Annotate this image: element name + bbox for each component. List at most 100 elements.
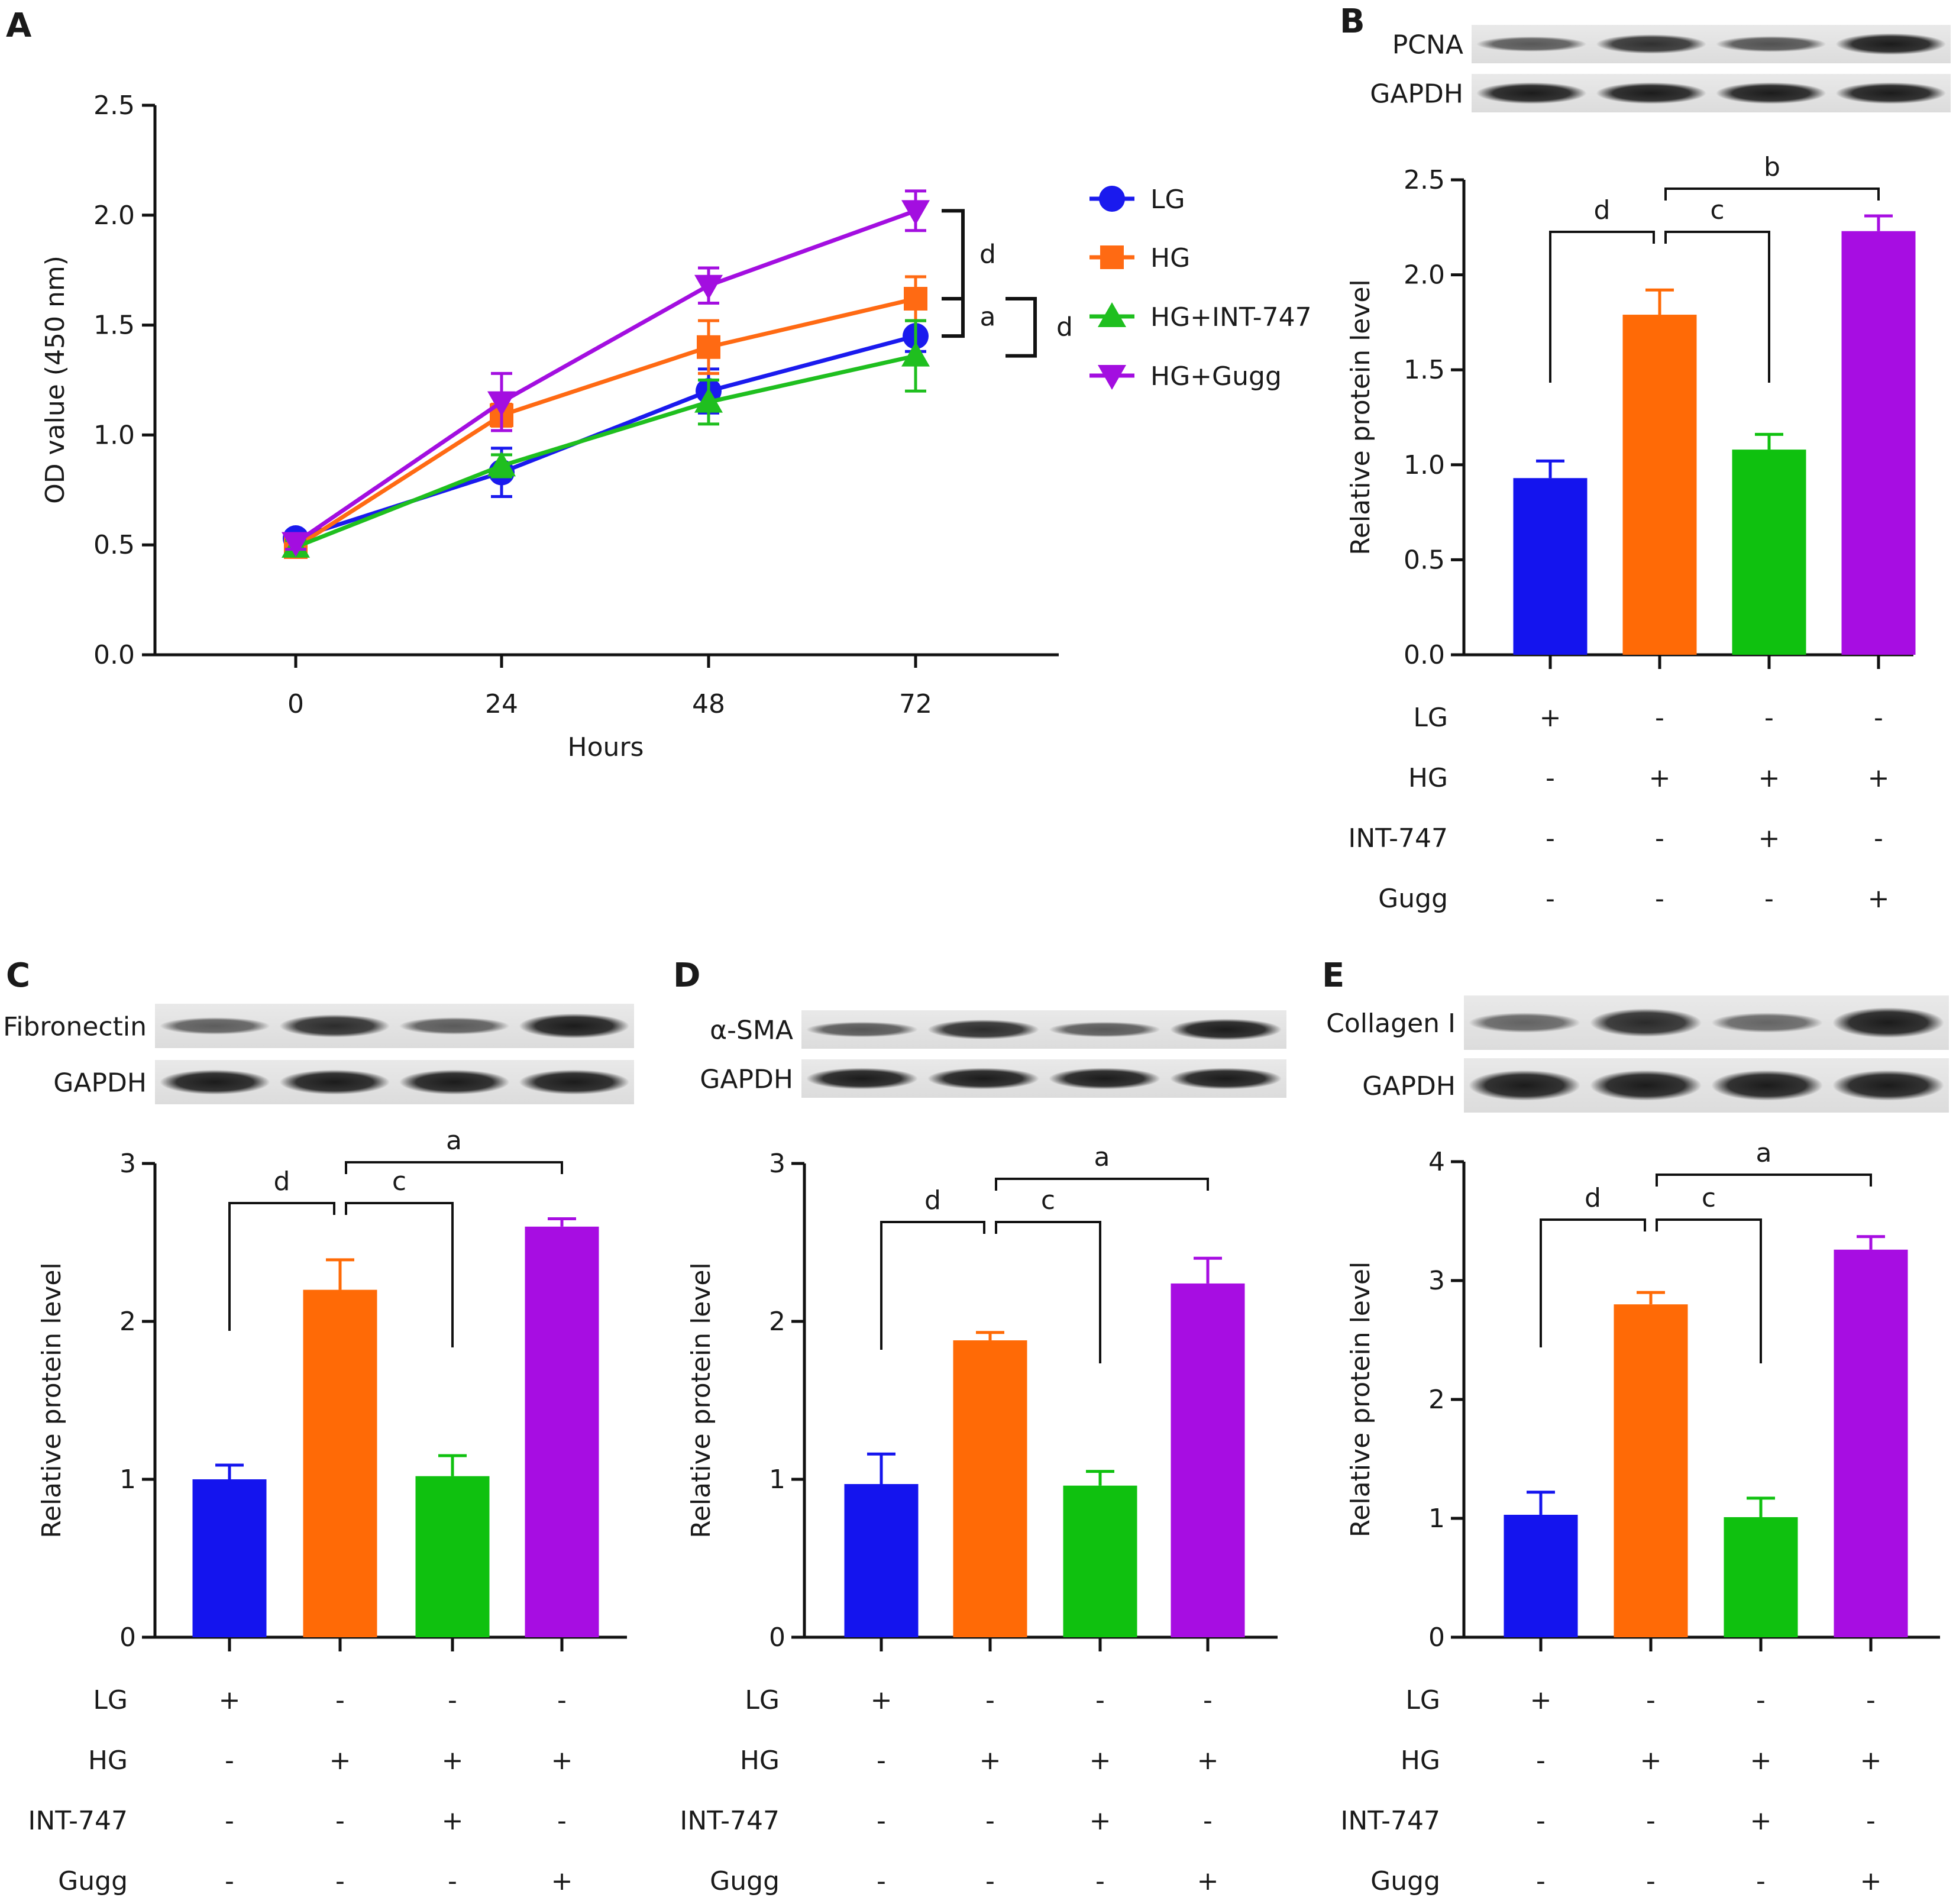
panel-a-line-chart: A 0.0 0.5 1.0 1.5 2.0 2.5 0 24 48 72 Hours OD value …	[6, 7, 1312, 762]
significance-label: b	[1764, 152, 1780, 182]
significance-label: d	[1585, 1183, 1601, 1213]
blot-band	[1596, 34, 1706, 54]
panel-letter: C	[6, 956, 30, 995]
y-tick-label: 2.0	[1404, 260, 1445, 290]
blot-label: GAPDH	[53, 1068, 147, 1098]
treatment-mark: -	[225, 1806, 234, 1836]
blot-band	[1049, 1021, 1160, 1037]
bar	[525, 1226, 599, 1637]
blot-band	[1049, 1068, 1160, 1090]
treatment-mark: -	[1203, 1806, 1213, 1836]
y-tick-label: 2	[769, 1307, 785, 1337]
legend-label: HG	[1150, 243, 1190, 273]
treatment-row-label: LG	[745, 1685, 780, 1715]
y-axis-title: Relative protein level	[1346, 279, 1376, 555]
data-point	[901, 341, 930, 367]
treatment-mark: +	[442, 1745, 464, 1776]
treatment-mark: +	[442, 1806, 464, 1836]
y-axis-title: Relative protein level	[686, 1262, 716, 1538]
treatment-mark: -	[335, 1685, 345, 1715]
significance-bracket	[345, 1161, 563, 1174]
series-line	[295, 334, 916, 541]
y-tick-label: 1.0	[93, 420, 135, 450]
treatment-mark: -	[1095, 1685, 1105, 1715]
treatment-row-label: INT-747	[1348, 823, 1448, 854]
bar	[1063, 1485, 1137, 1637]
blot-band	[519, 1069, 629, 1095]
significance-bracket	[1006, 297, 1037, 358]
significance-label: a	[446, 1126, 462, 1156]
blot-band	[927, 1068, 1039, 1090]
treatment-mark: -	[985, 1685, 995, 1715]
significance-bracket	[1656, 1174, 1872, 1187]
y-tick-label: 0	[769, 1622, 785, 1653]
bar	[303, 1289, 377, 1637]
treatment-mark: -	[335, 1806, 345, 1836]
treatment-mark: -	[1756, 1685, 1766, 1715]
treatment-mark: -	[1536, 1806, 1546, 1836]
legend-label: LG	[1150, 185, 1185, 215]
treatment-mark: -	[335, 1866, 345, 1896]
treatment-mark: -	[1764, 884, 1774, 914]
significance-label: a	[980, 302, 996, 332]
y-tick-label: 1.0	[1404, 450, 1445, 480]
treatment-mark: +	[1540, 703, 1561, 733]
treatment-mark: +	[979, 1745, 1001, 1776]
significance-label: c	[392, 1166, 406, 1197]
treatment-mark: -	[1655, 703, 1664, 733]
bar	[1504, 1514, 1578, 1637]
legend-label: HG+Gugg	[1150, 361, 1282, 392]
treatment-mark: +	[1197, 1745, 1219, 1776]
panel-letter: D	[673, 956, 700, 995]
treatment-mark: -	[448, 1866, 457, 1896]
legend-marker	[1099, 186, 1125, 212]
blot-band	[1716, 35, 1826, 53]
treatment-mark: -	[1655, 823, 1664, 854]
y-axis-title: Relative protein level	[1346, 1262, 1376, 1537]
significance-bracket	[228, 1202, 335, 1331]
y-axis-title: Relative protein level	[37, 1262, 67, 1538]
significance-bracket	[1664, 188, 1880, 201]
bar	[1614, 1304, 1688, 1637]
bar	[1841, 231, 1916, 655]
treatment-mark: +	[1649, 763, 1671, 793]
blot-band	[279, 1014, 390, 1037]
blot-label: Collagen I	[1326, 1008, 1456, 1039]
blot-band	[1590, 1070, 1702, 1101]
treatment-mark: +	[1530, 1685, 1552, 1715]
significance-bracket	[942, 297, 965, 338]
x-tick-label: 48	[692, 689, 725, 719]
treatment-row-label: Gugg	[1378, 884, 1448, 914]
blot-label: PCNA	[1392, 30, 1463, 60]
panel-letter: A	[6, 7, 32, 45]
blot-band	[399, 1017, 510, 1035]
blot-label: GAPDH	[700, 1065, 793, 1095]
treatment-mark: -	[877, 1745, 886, 1776]
bar	[844, 1484, 919, 1637]
blot-band	[1716, 82, 1826, 104]
blot-label: α-SMA	[710, 1016, 793, 1046]
blot-label: GAPDH	[1362, 1071, 1456, 1101]
bar	[1732, 450, 1806, 655]
significance-label: c	[1710, 195, 1724, 225]
legend-label: HG+INT-747	[1150, 302, 1312, 332]
treatment-mark: -	[225, 1866, 234, 1896]
data-point	[487, 391, 516, 416]
treatment-mark: -	[1874, 703, 1883, 733]
blot-band	[1476, 36, 1587, 52]
significance-bracket	[995, 1178, 1209, 1191]
treatment-mark: -	[1546, 823, 1555, 854]
blot-band	[806, 1068, 918, 1090]
y-tick-label: 3	[119, 1149, 136, 1179]
significance-bracket	[995, 1221, 1101, 1363]
legend-marker	[1098, 302, 1126, 327]
y-tick-label: 0	[119, 1622, 136, 1653]
y-tick-label: 0.5	[93, 530, 135, 560]
blot-band	[1835, 82, 1946, 104]
treatment-mark: +	[1750, 1745, 1772, 1776]
y-axis-title: OD value (450 nm)	[40, 256, 70, 504]
treatment-mark: +	[1758, 763, 1780, 793]
data-point	[694, 274, 723, 300]
blot-band	[1835, 33, 1946, 55]
treatment-mark: -	[1866, 1806, 1876, 1836]
